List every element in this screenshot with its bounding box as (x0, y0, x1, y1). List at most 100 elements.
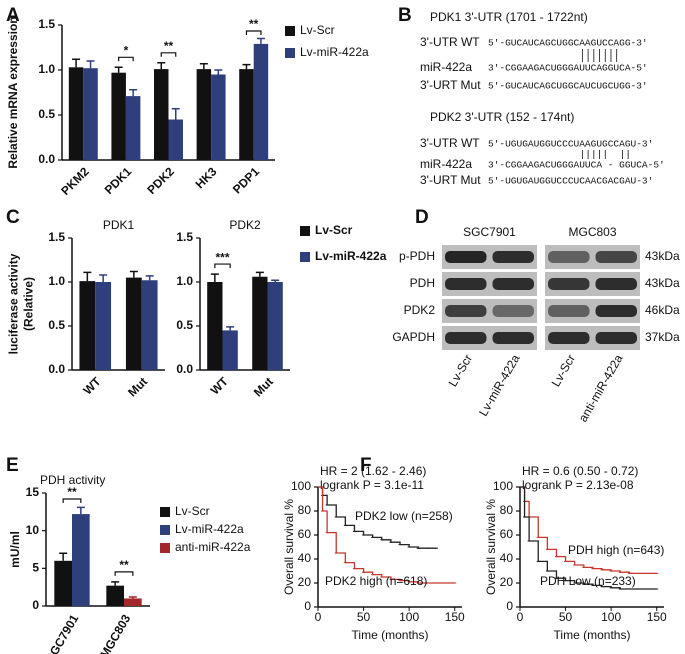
x-tick-label: 150 (445, 610, 465, 624)
blot-band (595, 251, 637, 263)
error-bar (59, 552, 68, 561)
y-tick-label: 5 (32, 561, 39, 575)
legend-label: Lv-Scr (300, 23, 335, 37)
bar (196, 69, 212, 160)
bar (154, 69, 169, 160)
sequence-label: miR-422a (420, 60, 472, 74)
error-bar (171, 107, 180, 120)
blot-band (492, 278, 534, 290)
y-tick-label: 1.5 (176, 230, 193, 244)
legend-label: Lv-miR-422a (300, 45, 369, 59)
sequence-label: 3'-URT Mut (420, 78, 481, 92)
x-tick-label: PDK1 (102, 164, 135, 197)
y-tick-label: 0.5 (176, 318, 193, 332)
error-bar (129, 89, 138, 97)
error-bar (129, 270, 138, 278)
panel-letter: E (6, 455, 19, 476)
y-axis-title: Overall survival % (484, 499, 498, 595)
y-tick-label: 100 (291, 479, 311, 493)
cell-line-label: SGC7901 (463, 225, 516, 239)
bar (222, 330, 238, 370)
series-label: PDK2 low (n=258) (355, 509, 453, 523)
blot-band (595, 305, 637, 317)
legend-label: Lv-Scr (175, 504, 210, 518)
blot-band (492, 332, 534, 344)
sequence-title: PDK1 3'-UTR (1701 - 1722nt) (430, 10, 588, 24)
error-bar (242, 63, 251, 70)
error-bar (76, 506, 85, 515)
significance-label: ** (67, 485, 77, 499)
error-bar (128, 596, 137, 599)
bar (95, 282, 112, 370)
protein-label: PDK2 (404, 303, 436, 317)
legend-label: Lv-miR-422a (175, 522, 244, 536)
x-tick-label: 0 (517, 610, 524, 624)
legend-swatch (160, 543, 170, 553)
x-axis-title: Time (months) (554, 628, 631, 642)
significance-bracket (114, 571, 134, 576)
blot-band (548, 332, 590, 344)
sequence: 5'-GUCAUCAGCUGGCAAGUCCAGG-3' (488, 38, 648, 49)
survival-curve (318, 486, 437, 549)
panel-letter: A (6, 5, 20, 26)
y-tick-label: 1.0 (38, 62, 55, 76)
x-tick-label: HK3 (193, 164, 220, 191)
bar (253, 43, 269, 160)
blot-band (445, 278, 487, 290)
significance-label: * (124, 43, 129, 57)
panel-letter: B (398, 5, 412, 26)
error-bar (199, 62, 208, 70)
size-label: 37kDa (645, 330, 680, 344)
y-tick-label: 1.5 (38, 17, 55, 31)
cell-line-label: MGC803 (568, 225, 616, 239)
bar (125, 277, 142, 370)
series-label: PDK2 high (n=618) (325, 574, 427, 588)
error-bar (256, 37, 265, 44)
bar (72, 514, 90, 606)
chart-title: PDK2 (229, 218, 261, 232)
x-tick-label: 0 (315, 610, 322, 624)
x-tick-label: SGC7901 (43, 612, 82, 654)
bar (239, 69, 254, 160)
sequence-label: 3'-UTR WT (420, 35, 480, 49)
bar (54, 560, 72, 606)
x-tick-label: 50 (357, 610, 371, 624)
significance-bracket (62, 498, 82, 503)
blot-band (548, 251, 590, 263)
bar (68, 67, 84, 160)
blot-band (492, 251, 534, 263)
error-bar (226, 326, 235, 331)
significance-bracket (214, 263, 231, 269)
panel-letter: C (6, 207, 20, 228)
y-tick-label: 60 (298, 527, 312, 541)
error-bar (145, 275, 154, 281)
x-tick-label: MGC803 (97, 612, 133, 654)
y-tick-label: 80 (500, 503, 514, 517)
lane-label: anti-miR-422a (576, 352, 626, 425)
blot-band (595, 332, 637, 344)
y-tick-label: 0.5 (38, 107, 55, 121)
legend-label: Lv-miR-422a (315, 249, 387, 263)
blot-band (548, 278, 590, 290)
panel-letter: D (415, 207, 429, 228)
error-bar (111, 581, 120, 586)
sequence: 3'-CGGAAGACUGGGAUUCAGGUCA-5' (488, 63, 648, 74)
y-axis-title: Overall survival % (282, 499, 296, 595)
x-tick-label: PKM2 (58, 164, 92, 198)
legend-swatch (160, 525, 170, 535)
bar (106, 585, 124, 606)
bar (83, 68, 98, 160)
chart-subtitle: logrank P = 2.13e-08 (522, 478, 634, 492)
y-tick-label: 0.0 (176, 362, 193, 376)
legend-swatch (285, 48, 295, 58)
x-tick-label: PDP1 (230, 164, 262, 196)
legend-swatch (160, 507, 170, 517)
x-tick-label: PDK2 (144, 164, 177, 197)
y-tick-label: 0 (506, 599, 513, 613)
chart-title: HR = 0.6 (0.50 - 0.72) (522, 464, 638, 478)
error-bar (157, 62, 166, 70)
y-tick-label: 0 (304, 599, 311, 613)
chart-title: PDH activity (40, 473, 105, 487)
chart-subtitle: logrank P = 3.1e-11 (320, 478, 424, 492)
x-tick-label: WT (81, 374, 105, 398)
